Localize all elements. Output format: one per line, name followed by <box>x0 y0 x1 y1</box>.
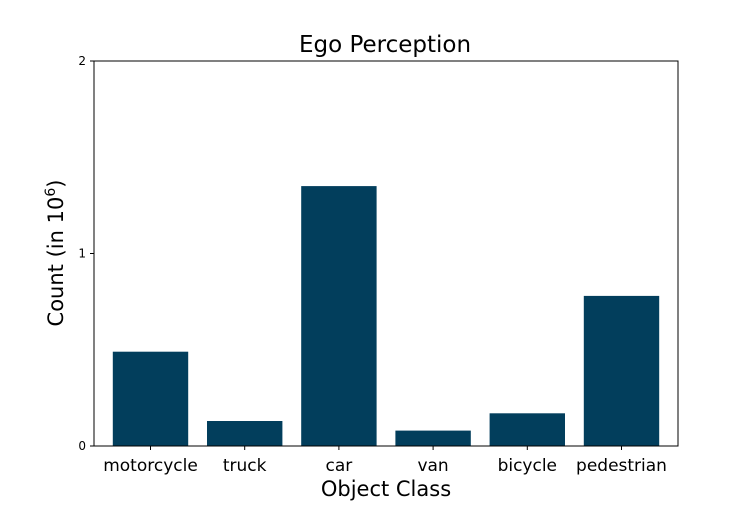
y-tick-label: 0 <box>78 439 86 453</box>
bar-motorcycle <box>112 351 189 446</box>
y-axis-label-exponent: 6 <box>43 188 59 197</box>
x-axis-label: Object Class <box>321 477 451 501</box>
y-axis-label: Count (in 106) <box>43 180 68 327</box>
bar-bicycle <box>489 413 565 446</box>
y-axis-label-main: Count (in 10 <box>44 197 68 327</box>
x-tick-label-bicycle: bicycle <box>498 456 557 476</box>
bar-car <box>301 186 377 446</box>
y-tick-label: 2 <box>78 54 86 68</box>
x-tick-label-motorcycle: motorcycle <box>103 456 198 476</box>
bars-group <box>112 186 660 446</box>
bar-pedestrian <box>583 295 660 446</box>
chart-title: Ego Perception <box>299 32 471 58</box>
y-axis-label-close: ) <box>44 180 68 188</box>
x-tick-label-pedestrian: pedestrian <box>576 456 667 476</box>
x-tick-label-truck: truck <box>223 456 267 476</box>
bar-van <box>395 430 471 446</box>
plot-frame <box>93 60 679 447</box>
bar-truck <box>207 421 283 446</box>
x-ticks-group: motorcycle truck car van bicycle pedestrian <box>103 446 667 476</box>
y-tick-label: 1 <box>78 247 86 261</box>
x-tick-label-car: car <box>326 456 353 476</box>
y-ticks-group: 0 1 2 <box>78 54 94 453</box>
x-tick-label-van: van <box>417 456 448 476</box>
